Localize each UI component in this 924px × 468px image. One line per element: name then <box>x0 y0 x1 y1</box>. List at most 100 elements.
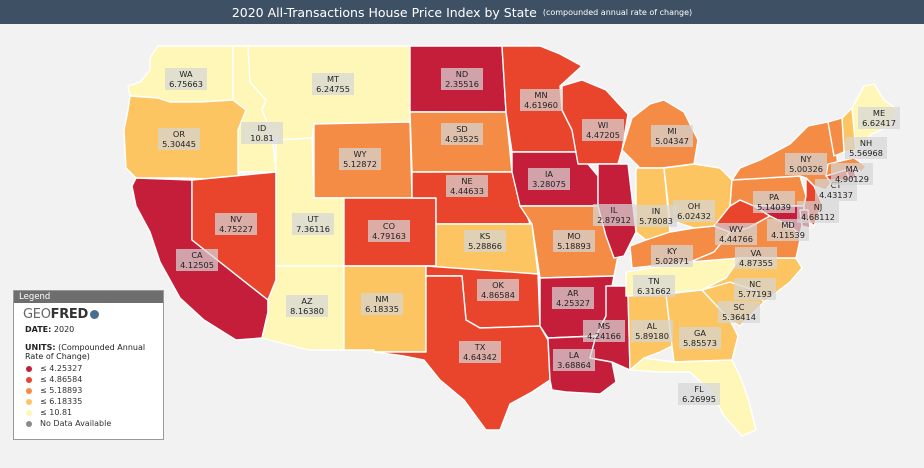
state-value: 5.36414 <box>722 312 756 322</box>
state-fl[interactable] <box>629 357 757 437</box>
state-label-box <box>215 213 257 235</box>
state-code: MD <box>781 220 794 230</box>
legend-item-label: ≤ 6.18335 <box>40 397 83 406</box>
state-code: PA <box>769 192 779 202</box>
state-value: 5.30445 <box>162 139 196 149</box>
legend-items: ≤ 4.25327 ≤ 4.86584 ≤ 5.18893 ≤ 6.18335 ≤ 10… <box>14 363 163 429</box>
legend-swatch <box>26 398 32 405</box>
state-label-box <box>459 341 501 363</box>
state-value: 6.18335 <box>365 304 399 314</box>
state-value: 5.56968 <box>849 148 883 158</box>
state-label-oh: OH6.02432 <box>673 200 715 222</box>
state-label-nm: NM6.18335 <box>361 293 403 315</box>
state-label-ok: OK4.86584 <box>477 279 519 301</box>
state-label-box <box>593 204 635 226</box>
legend-date: DATE: 2020 <box>25 325 163 334</box>
state-label-box <box>292 213 334 235</box>
state-code: OR <box>173 129 185 139</box>
state-label-box <box>651 125 693 147</box>
state-code: WI <box>598 120 609 130</box>
legend-item: ≤ 4.25327 <box>26 363 163 374</box>
state-value: 5.00326 <box>789 164 823 174</box>
state-code: ND <box>456 69 468 79</box>
state-value: 6.02432 <box>677 211 711 221</box>
state-code: UT <box>308 214 320 224</box>
state-label-box <box>368 220 410 242</box>
state-value: 4.86584 <box>481 290 515 300</box>
state-code: IA <box>545 169 553 179</box>
state-label-sd: SD4.93525 <box>441 123 483 145</box>
state-label-wv: WV4.44766 <box>715 223 757 245</box>
state-label-in: IN5.78083 <box>635 205 677 227</box>
state-label-mn: MN4.61960 <box>520 89 562 111</box>
state-label-ar: AR4.25327 <box>552 287 594 309</box>
state-code: CA <box>191 250 203 260</box>
logo-fred-text: FRED <box>50 307 89 322</box>
state-label-box <box>553 349 595 371</box>
state-label-box <box>785 153 827 175</box>
state-label-box <box>767 219 809 241</box>
state-code: MS <box>598 321 610 331</box>
legend-item-label: ≤ 5.18893 <box>40 386 83 395</box>
legend-item-label: ≤ 10.81 <box>40 408 73 417</box>
state-label-wi: WI4.47205 <box>582 119 624 141</box>
state-code: WA <box>179 69 193 79</box>
state-code: AL <box>647 321 658 331</box>
legend-item-label: No Data Available <box>40 419 112 428</box>
state-label-box <box>286 295 328 317</box>
legend-header: Legend <box>14 291 163 303</box>
state-code: MA <box>846 164 859 174</box>
state-label-ms: MS4.24166 <box>583 320 625 342</box>
state-vt[interactable] <box>827 117 845 157</box>
legend-item-label: ≤ 4.86584 <box>40 375 83 384</box>
state-label-nv: NV4.75227 <box>215 213 257 235</box>
state-code: IN <box>652 206 661 216</box>
state-value: 10.81 <box>250 133 273 143</box>
state-code: NM <box>375 294 388 304</box>
legend-units-value: (Compounded Annual Rate of Change) <box>25 343 146 361</box>
state-value: 5.77193 <box>738 289 772 299</box>
state-label-tx: TX4.64342 <box>459 341 501 363</box>
state-label-il: IL2.87912 <box>593 204 635 226</box>
state-value: 4.44633 <box>450 186 484 196</box>
state-label-box <box>583 320 625 342</box>
state-label-box <box>735 247 777 269</box>
state-value: 5.02871 <box>655 256 689 266</box>
legend-swatch <box>26 387 32 394</box>
state-label-box <box>797 201 839 223</box>
state-code: CO <box>383 221 395 231</box>
state-value: 5.04347 <box>655 136 689 146</box>
state-value: 5.28866 <box>468 241 502 251</box>
state-value: 6.62417 <box>862 118 896 128</box>
legend-date-value: 2020 <box>53 325 75 334</box>
state-code: KY <box>667 246 678 256</box>
state-label-box <box>312 73 354 95</box>
state-code: OH <box>688 201 701 211</box>
state-label-box <box>176 249 218 271</box>
legend-swatch <box>26 376 32 383</box>
state-value: 4.68112 <box>801 212 835 222</box>
logo-geo-text: GEO <box>23 307 51 322</box>
state-value: 4.25327 <box>556 298 590 308</box>
legend-swatch <box>26 409 32 416</box>
state-value: 4.64342 <box>463 352 497 362</box>
state-value: 4.61960 <box>524 100 558 110</box>
state-label-ut: UT7.36116 <box>292 213 334 235</box>
state-label-nd: ND2.35516 <box>441 68 483 90</box>
state-label-ia: IA3.28075 <box>528 168 570 190</box>
legend-item: ≤ 6.18335 <box>26 396 163 407</box>
legend-item-label: ≤ 4.25327 <box>40 364 83 373</box>
state-label-box <box>165 68 207 90</box>
state-label-box <box>582 119 624 141</box>
state-code: SD <box>456 124 468 134</box>
state-code: MN <box>534 90 547 100</box>
state-label-ny: NY5.00326 <box>785 153 827 175</box>
state-label-box <box>753 191 795 213</box>
state-label-sc: SC5.36414 <box>718 301 760 323</box>
state-label-nj: NJ4.68112 <box>797 201 839 223</box>
state-label-box <box>673 200 715 222</box>
state-value: 4.43137 <box>819 190 853 200</box>
state-value: 7.36116 <box>296 224 330 234</box>
globe-icon <box>90 310 99 319</box>
state-label-nh: NH5.56968 <box>845 137 887 159</box>
